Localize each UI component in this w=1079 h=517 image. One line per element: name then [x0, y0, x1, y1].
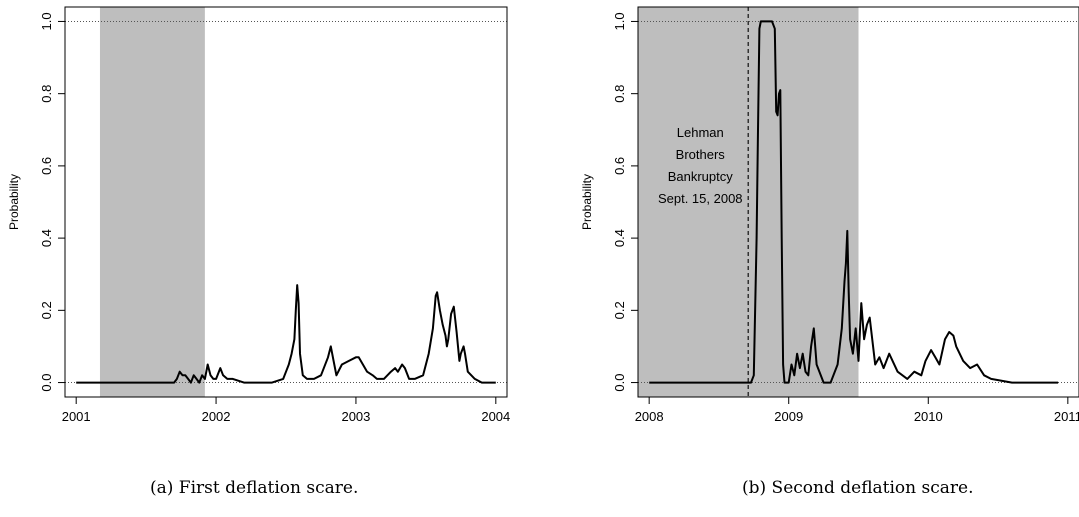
- series-line-0: [649, 20, 1059, 384]
- y-tick-label-5: 1.0: [39, 12, 54, 30]
- y-axis-label: Probability: [7, 174, 21, 230]
- y-tick-label-4: 0.8: [612, 85, 627, 103]
- plot-frame: [64, 6, 508, 398]
- annotation-line-2: Bankruptcy: [668, 169, 734, 184]
- annotation-line-1: Brothers: [676, 147, 726, 162]
- series-line-0: [76, 284, 496, 384]
- x-tick-label-0: 2001: [62, 409, 91, 424]
- annotation-line-3: Sept. 15, 2008: [658, 191, 743, 206]
- y-tick-label-3: 0.6: [39, 157, 54, 175]
- x-tick-label-2: 2003: [341, 409, 370, 424]
- y-tick-label-0: 0.0: [612, 374, 627, 392]
- y-tick-label-2: 0.4: [39, 229, 54, 247]
- shaded-region: [99, 7, 205, 397]
- y-tick-label-4: 0.8: [39, 85, 54, 103]
- x-tick-label-3: 2004: [481, 409, 510, 424]
- y-tick-label-0: 0.0: [39, 374, 54, 392]
- annotation-line-0: Lehman: [677, 125, 724, 140]
- x-tick-label-1: 2009: [774, 409, 803, 424]
- y-tick-label-3: 0.6: [612, 157, 627, 175]
- panel-b: Lehman Brothers Bankruptcy Sept. 15, 2008 20…: [580, 6, 1079, 424]
- y-axis-label: Probability: [580, 174, 594, 230]
- plot-frame: [637, 6, 1079, 398]
- y-tick-label-5: 1.0: [612, 12, 627, 30]
- y-tick-label-1: 0.2: [39, 301, 54, 319]
- y-tick-label-2: 0.4: [612, 229, 627, 247]
- x-tick-label-2: 2010: [914, 409, 943, 424]
- x-tick-label-3: 2011: [1054, 409, 1079, 424]
- x-tick-label-1: 2002: [202, 409, 231, 424]
- x-tick-label-0: 2008: [635, 409, 664, 424]
- caption-a: (a) First deflation scare.: [150, 478, 359, 498]
- caption-b: (b) Second deflation scare.: [742, 478, 974, 498]
- y-tick-label-1: 0.2: [612, 301, 627, 319]
- panel-a: 2001 2002 2003 2004 0.0 0.2 0.4 0.6 0.8 1.0 Probab…: [7, 6, 510, 424]
